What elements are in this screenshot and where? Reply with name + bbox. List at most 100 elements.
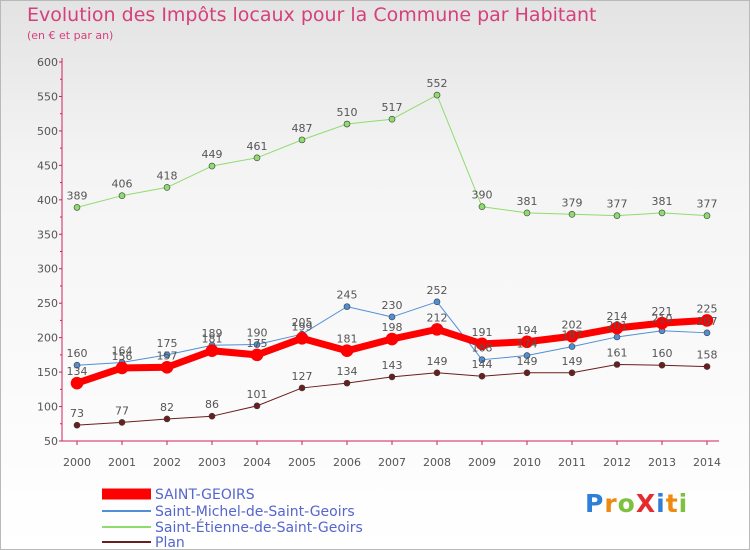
data-label: 164 (112, 344, 133, 357)
data-label: 194 (517, 324, 538, 337)
data-label: 175 (247, 337, 268, 350)
data-label: 418 (157, 169, 178, 182)
x-tick-label: 2004 (243, 456, 271, 469)
data-point (163, 415, 171, 423)
data-label: 390 (472, 189, 493, 202)
data-point (568, 343, 576, 350)
data-label: 205 (292, 316, 313, 329)
data-label: 73 (70, 407, 84, 420)
data-label: 160 (67, 347, 88, 360)
data-label: 160 (652, 347, 673, 360)
data-point (610, 321, 624, 335)
data-label: 406 (112, 178, 133, 191)
data-point (478, 203, 486, 211)
x-tick-label: 2006 (333, 456, 361, 469)
data-label: 230 (382, 299, 403, 312)
data-label: 101 (247, 388, 268, 401)
series-line (76, 364, 708, 426)
data-label: 225 (697, 302, 718, 315)
x-tick-label: 2005 (288, 456, 316, 469)
data-label: 149 (427, 355, 448, 368)
data-point (433, 91, 441, 99)
data-label: 77 (115, 404, 129, 417)
data-point (205, 344, 219, 358)
data-point (658, 361, 666, 369)
data-label: 168 (472, 342, 493, 355)
y-tick-label: 450 (37, 159, 58, 172)
legend-label: Plan (155, 535, 185, 549)
data-point (343, 120, 351, 128)
data-point (568, 210, 576, 218)
data-label: 245 (337, 289, 358, 302)
data-label: 134 (337, 365, 358, 378)
data-label: 143 (382, 359, 403, 372)
data-label: 202 (562, 318, 583, 331)
legend-label: Saint-Étienne-de-Saint-Geoirs (155, 519, 363, 536)
x-tick-label: 2003 (198, 456, 226, 469)
logo-letter: i (678, 489, 689, 518)
data-point (208, 412, 216, 420)
data-point (298, 136, 306, 144)
data-label: 144 (472, 358, 493, 371)
y-tick-label: 300 (37, 263, 58, 276)
data-point (73, 204, 81, 211)
x-tick-label: 2012 (603, 456, 631, 469)
data-label: 134 (67, 365, 88, 378)
data-point (433, 298, 441, 306)
data-point (703, 363, 711, 370)
data-point (475, 337, 489, 351)
data-point (385, 332, 399, 346)
y-tick-label: 100 (37, 401, 58, 414)
data-label: 487 (292, 122, 313, 135)
x-tick-label: 2001 (108, 456, 136, 469)
y-tick-label: 200 (37, 332, 58, 345)
y-tick-label: 400 (37, 194, 58, 207)
proxiti-logo: ProXiti (585, 489, 688, 518)
data-point (658, 209, 666, 217)
data-point (523, 369, 531, 377)
data-label: 86 (205, 398, 219, 411)
logo-letter: r (604, 489, 618, 518)
data-label: 214 (607, 310, 628, 323)
data-label: 149 (562, 355, 583, 368)
data-point (703, 212, 711, 219)
data-label: 201 (607, 319, 628, 332)
data-point (613, 212, 621, 219)
data-label: 377 (697, 198, 718, 211)
chart-subtitle: (en € et par an) (27, 29, 114, 42)
data-label: 158 (697, 349, 718, 362)
y-tick-label: 350 (37, 228, 58, 241)
data-point (340, 344, 354, 358)
y-tick-label: 600 (37, 56, 58, 69)
data-point (655, 316, 669, 330)
data-label: 207 (697, 315, 718, 328)
data-point (250, 348, 264, 362)
x-tick-label: 2007 (378, 456, 406, 469)
data-point (343, 303, 351, 310)
data-label: 552 (427, 77, 448, 90)
data-point (388, 115, 396, 123)
data-point (523, 209, 531, 217)
data-point (568, 369, 576, 377)
x-tick-label: 2014 (693, 456, 721, 469)
data-point (343, 379, 351, 387)
data-point (295, 332, 309, 345)
x-tick-label: 2008 (423, 456, 451, 469)
data-label: 181 (337, 333, 358, 346)
data-point (118, 192, 126, 199)
data-label: 510 (337, 106, 358, 119)
data-label: 221 (652, 305, 673, 318)
logo-letter: t (665, 489, 679, 518)
data-label: 157 (157, 349, 178, 362)
y-tick-label: 150 (37, 366, 58, 379)
data-label: 461 (247, 140, 268, 153)
data-label: 381 (517, 195, 538, 208)
data-point (700, 314, 714, 327)
x-tick-label: 2013 (648, 456, 676, 469)
data-point (388, 373, 396, 381)
data-label: 189 (202, 327, 223, 340)
data-point (73, 421, 81, 429)
data-label: 198 (382, 321, 403, 334)
